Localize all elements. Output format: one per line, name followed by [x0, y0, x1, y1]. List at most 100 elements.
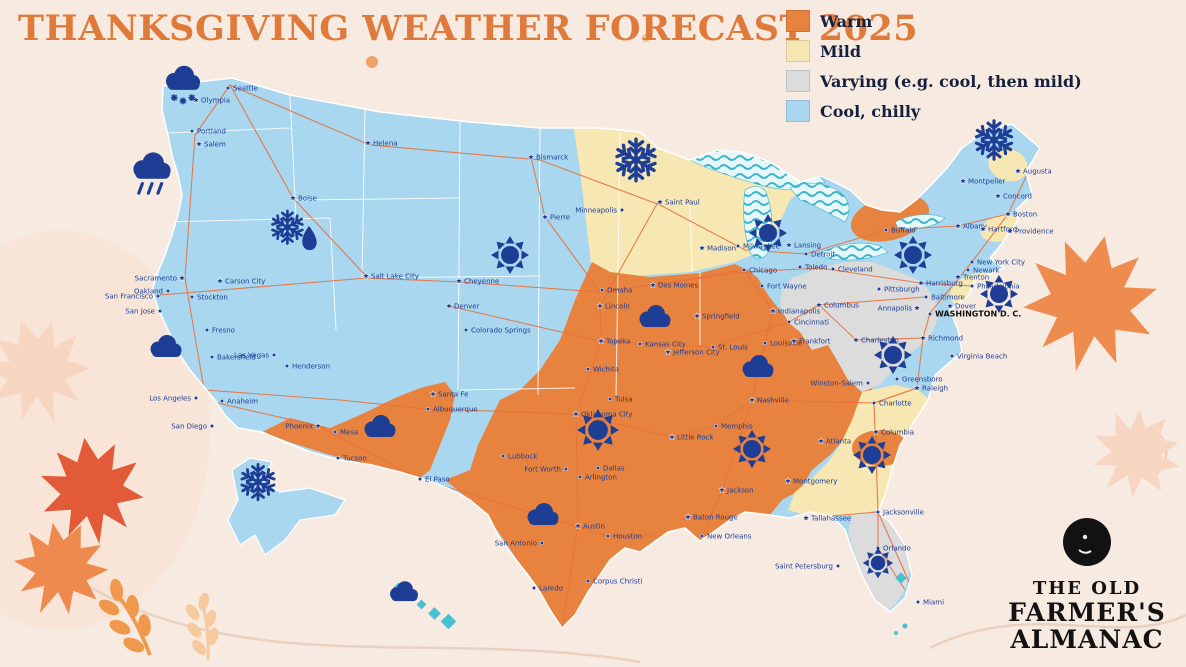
cloud-rain-icon [133, 152, 170, 193]
city-label: Baton Rouge [693, 514, 738, 522]
city-label: Columbus [824, 302, 859, 310]
city-label: Indianapolis [778, 308, 821, 316]
city-label: Helena [373, 140, 398, 148]
city-marker: Louisville [762, 340, 802, 348]
city-label: Fort Worth [524, 466, 561, 474]
almanac-logo: THE OLD FARMER'S ALMANAC [1002, 516, 1172, 653]
city-marker: Memphis [713, 423, 753, 431]
city-label: Miami [923, 599, 944, 607]
city-label: Hartford [988, 226, 1017, 234]
city-marker: Providence [1006, 226, 1054, 236]
city-label: Lincoln [605, 303, 630, 311]
alaska-shape [227, 457, 346, 556]
city-marker: WASHINGTON D. C. [927, 310, 1021, 319]
city-label: Kansas City [645, 341, 686, 349]
city-marker: Colorado Springs [463, 327, 531, 335]
legend-item: Varying (e.g. cool, then mild) [786, 70, 1082, 92]
city-label: Lansing [794, 242, 821, 250]
city-label: Jacksonville [882, 509, 924, 517]
city-marker: Harrisburg [917, 278, 963, 288]
city-label: Santa Fe [438, 391, 468, 399]
city-marker: Tucson [335, 455, 367, 463]
city-marker: Charleston [852, 335, 899, 345]
city-label: Springfield [702, 313, 740, 321]
city-marker: Virginia Beach [949, 353, 1007, 361]
city-marker: Columbia [872, 427, 914, 437]
city-label: Sacramento [135, 275, 177, 283]
page-title: THANKSGIVING WEATHER FORECAST 2025 [18, 8, 919, 49]
city-marker: Milwaukee [735, 243, 780, 251]
city-label: St. Louis [718, 344, 748, 352]
city-label: Salt Lake City [371, 273, 419, 281]
city-marker: Boise [289, 193, 317, 203]
city-marker: Pierre [541, 212, 570, 222]
city-marker: Toledo [797, 264, 827, 272]
city-label: Madison [707, 245, 736, 253]
city-label: Lubbock [508, 453, 538, 461]
city-label: Laredo [539, 585, 563, 593]
city-marker: Dallas [595, 465, 625, 473]
city-label: Columbia [881, 429, 914, 437]
city-marker: Kansas City [637, 341, 686, 349]
city-label: Dallas [603, 465, 625, 473]
sun-icon [853, 436, 891, 474]
city-marker: Fort Wayne [759, 283, 807, 291]
city-label: Jackson [726, 487, 754, 495]
city-marker: New York City [969, 259, 1025, 267]
city-marker: Salem [195, 139, 226, 149]
city-marker: Cincinnati [786, 319, 829, 327]
city-label: Anaheim [227, 398, 258, 406]
city-marker: Oklahoma City [572, 409, 633, 419]
city-marker: St. Louis [710, 344, 748, 352]
city-marker: Sacramento [135, 273, 186, 283]
city-marker: Jacksonville [875, 509, 924, 517]
city-marker: Fresno [204, 327, 235, 335]
city-label: Charlotte [879, 400, 912, 408]
city-marker: Bakersfield [209, 354, 256, 362]
city-marker: Greensboro [894, 376, 943, 384]
city-marker: Springfield [693, 311, 740, 321]
city-label: Saint Petersburg [775, 563, 833, 571]
logo-line-2: FARMER'S [1008, 598, 1166, 627]
city-label: San Diego [171, 423, 207, 431]
city-marker: Minneapolis [575, 207, 625, 215]
legend-item: Cool, chilly [786, 100, 1082, 122]
city-label: Raleigh [922, 385, 948, 393]
maple-leaf-decor [1072, 391, 1186, 518]
region-warm-central [445, 262, 880, 628]
city-marker: Arlington [577, 474, 617, 482]
city-label: Des Moines [658, 282, 699, 290]
city-label: Mesa [340, 429, 358, 437]
city-marker: Augusta [1014, 166, 1052, 176]
city-label: Corpus Christi [593, 578, 642, 586]
city-marker: Cheyenne [455, 276, 499, 286]
city-label: Baltimore [931, 294, 965, 302]
city-label: Seattle [233, 85, 258, 93]
city-marker: Hartford [979, 224, 1017, 234]
city-label: Omaha [607, 287, 632, 295]
city-marker: Salt Lake City [362, 271, 419, 281]
city-marker: Houston [605, 533, 642, 541]
city-marker: Pittsburgh [876, 286, 920, 294]
logo-line-3: ALMANAC [1010, 625, 1164, 654]
city-marker: Baton Rouge [684, 512, 738, 522]
city-label: Boise [298, 195, 317, 203]
city-marker: Fort Worth [524, 466, 569, 474]
city-marker: Montpelier [959, 176, 1005, 186]
city-marker: Cleveland [830, 266, 873, 274]
sun-icon [980, 275, 1018, 313]
city-marker: Bismarck [527, 152, 569, 162]
city-label: Cleveland [838, 266, 873, 274]
city-marker: Baltimore [923, 294, 965, 302]
city-label: Olympia [201, 97, 230, 105]
city-label: Boston [1013, 211, 1037, 219]
forecast-legend: Warm Mild Varying (e.g. cool, then mild) Co… [786, 10, 1082, 122]
city-marker: Phoenix [285, 421, 322, 431]
city-marker: Little Rock [668, 432, 714, 442]
city-label: Buffalo [891, 227, 916, 235]
city-label: Albuquerque [433, 406, 478, 414]
city-marker: Seattle [225, 85, 258, 93]
background-decor [0, 34, 1186, 667]
city-marker: Des Moines [649, 280, 699, 290]
